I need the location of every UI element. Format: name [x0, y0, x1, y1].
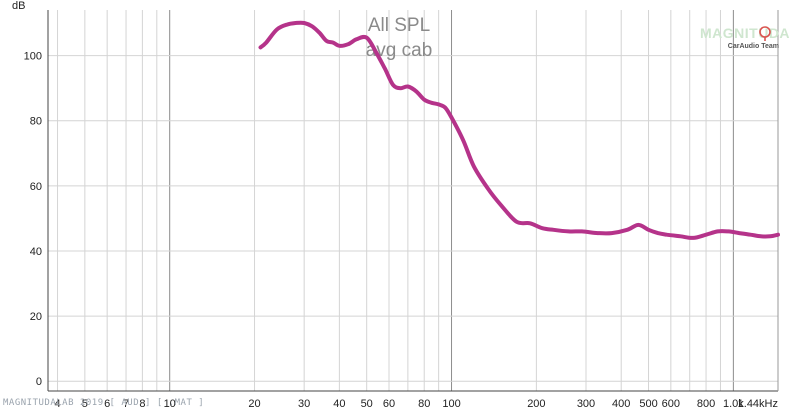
x-tick-label: 7 — [123, 398, 129, 410]
y-tick-label: 40 — [30, 246, 42, 258]
chart-subtitle: avg cab — [366, 40, 433, 61]
y-tick-labels: 0 20 40 60 80 100 — [24, 51, 42, 389]
x-tick-label: 60 — [383, 398, 395, 410]
x-tick-label: 500 — [639, 398, 657, 410]
x-tick-label: 600 — [662, 398, 680, 410]
x-tick-label: 200 — [527, 398, 545, 410]
logo-subtitle: CarAudio Team — [728, 43, 779, 50]
x-tick-label: 20 — [248, 398, 260, 410]
chart-title: All SPL — [368, 15, 430, 36]
logo-title: MAGNITUDA — [700, 25, 790, 41]
y-tick-label: 80 — [30, 116, 42, 128]
x-tick-label: 50 — [361, 398, 373, 410]
spl-series-line — [258, 20, 780, 240]
x-tick-label: 10 — [164, 398, 176, 410]
y-tick-label: 60 — [30, 181, 42, 193]
x-tick-labels: 4 5 6 7 8 10 20 30 40 50 60 80 100 200 300 400 500 600 800… — [54, 398, 778, 410]
x-tick-label: 800 — [697, 398, 715, 410]
series-group — [258, 20, 780, 240]
magnituda-logo: MAGNITUDA CarAudio Team — [700, 25, 790, 50]
x-tick-label: 30 — [298, 398, 310, 410]
y-tick-label: 20 — [30, 311, 42, 323]
x-tick-label: 40 — [333, 398, 345, 410]
x-tick-label: 8 — [139, 398, 145, 410]
x-tick-label: 100 — [442, 398, 460, 410]
plot-frame — [47, 10, 779, 392]
x-tick-label: 400 — [612, 398, 630, 410]
x-tick-label: 80 — [418, 398, 430, 410]
x-tick-label: 1.0k — [723, 398, 744, 410]
y-tick-label: 0 — [36, 376, 42, 388]
x-tick-label: 1.44kHz — [738, 398, 778, 410]
x-tick-label: 5 — [82, 398, 88, 410]
y-tick-label: 100 — [24, 51, 42, 63]
x-tick-label: 300 — [577, 398, 595, 410]
y-axis-label: dB — [12, 0, 25, 12]
x-tick-label: 4 — [54, 398, 60, 410]
x-tick-label: 6 — [104, 398, 110, 410]
watermark-text: MAGNITUDALAB 2019 [ AUD ] [ .MAT ] — [3, 398, 204, 408]
